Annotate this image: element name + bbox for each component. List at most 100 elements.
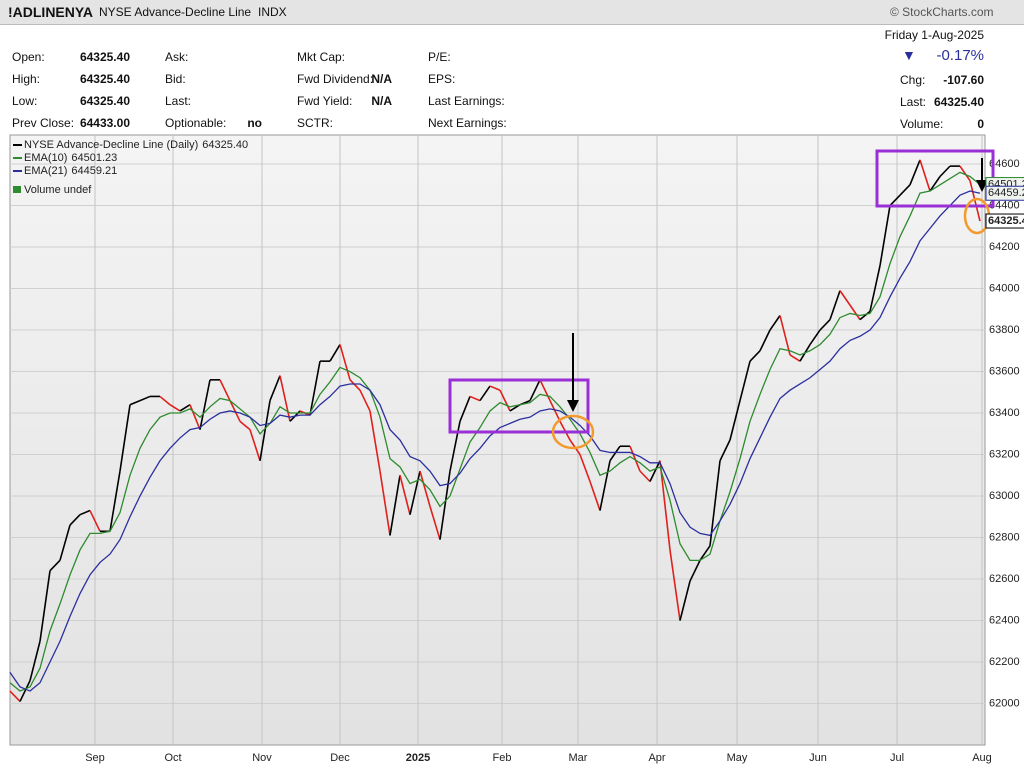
price-segment [329,344,341,362]
legend-label: EMA(21) [24,165,67,177]
y-tick-label: 62600 [989,573,1020,585]
stat-label: Low: [12,94,38,108]
stat-value: no [247,116,262,130]
plot-area [9,134,986,746]
value-tag [985,185,1024,201]
price-segment [29,641,41,681]
y-tick-label: 62400 [989,614,1020,626]
price-segment [89,510,101,532]
x-tick-label: Oct [164,752,181,764]
price-segment [879,205,891,266]
stat-value: 64433.00 [79,116,130,130]
exchange: INDX [258,5,287,19]
price-segment [409,470,421,515]
x-tick-label: Dec [330,752,350,764]
price-segment [259,400,271,461]
price-segment [739,360,751,401]
price-segment [589,481,601,511]
price-segment [859,310,871,321]
price-segment [729,400,741,441]
symbol-name: NYSE Advance-Decline Line [99,5,252,19]
price-segment [509,404,521,412]
price-segment [599,460,611,511]
x-tick-label: Sep [85,752,105,764]
price-segment [659,460,671,551]
x-tick-label: May [727,752,748,764]
x-tick-label: Apr [648,752,665,764]
price-segment [429,506,441,540]
stat-label: Bid: [165,72,186,86]
price-segment [269,375,281,401]
price-segment [449,421,461,472]
chg: -107.60 [943,73,984,87]
price-segment [709,460,721,546]
stat-label: High: [12,72,41,86]
stat-label: Mkt Cap: [297,50,346,64]
price-segment [129,399,141,406]
price-segment [119,404,131,472]
price-segment [59,524,71,561]
volume: 0 [977,117,984,131]
price-segment [789,354,801,362]
price-segment [349,379,361,391]
y-tick-label: 62000 [989,697,1020,709]
price-segment [919,159,931,192]
y-tick-label: 62200 [989,656,1020,668]
price-segment [669,549,681,621]
price-segment [489,385,501,391]
price-segment [529,379,541,401]
x-tick-label: Jun [809,752,827,764]
price-segment [399,475,411,515]
stat-value: 64325.40 [79,50,130,64]
y-tick-label: 63800 [989,324,1020,336]
price-segment [759,329,771,352]
stat-value: 64325.40 [79,94,130,108]
y-tick-label: 63000 [989,490,1020,502]
price-segment [779,315,791,356]
price-segment [969,180,981,222]
price-segment [49,559,61,572]
price-segment [369,410,381,472]
price-segment [39,570,51,642]
price-segment [479,385,491,402]
x-tick-label: Nov [252,752,272,764]
price-segment [309,361,321,416]
price-segment [249,429,261,461]
price-segment [459,396,471,422]
price-segment [809,329,821,346]
stat-label: SCTR: [297,116,333,130]
price-segment [279,375,291,422]
stat-label: Last: [165,94,192,108]
stat-value: N/A [371,72,392,86]
down-arrow: ▼ [902,47,916,63]
price-segment [909,159,921,186]
highlight-box [448,378,590,434]
source: © StockCharts.com [890,5,994,19]
title-bar [0,0,1024,25]
price-segment [869,265,881,312]
symbol: !ADLINENYA [8,4,94,20]
price-segment [839,290,851,306]
stat-label: Fwd Yield: [297,94,353,108]
price-segment [609,445,621,462]
value-tag [985,213,1024,229]
price-segment [719,439,731,462]
price-segment [549,400,561,422]
price-segment [19,680,31,702]
legend-value: 64459.21 [71,165,117,177]
x-tick-label: Mar [569,752,588,764]
price-segment [179,404,191,412]
stat-label: Ask: [165,50,189,64]
volume-icon [13,186,21,193]
price-segment [829,290,841,320]
price-segment [379,470,391,536]
price-segment [159,395,171,406]
x-tick-label: 2025 [406,752,430,764]
price-segment [539,379,551,401]
price-segment [169,404,181,412]
price-segment [109,470,121,532]
price-segment [639,470,651,483]
price-segment [389,475,401,536]
